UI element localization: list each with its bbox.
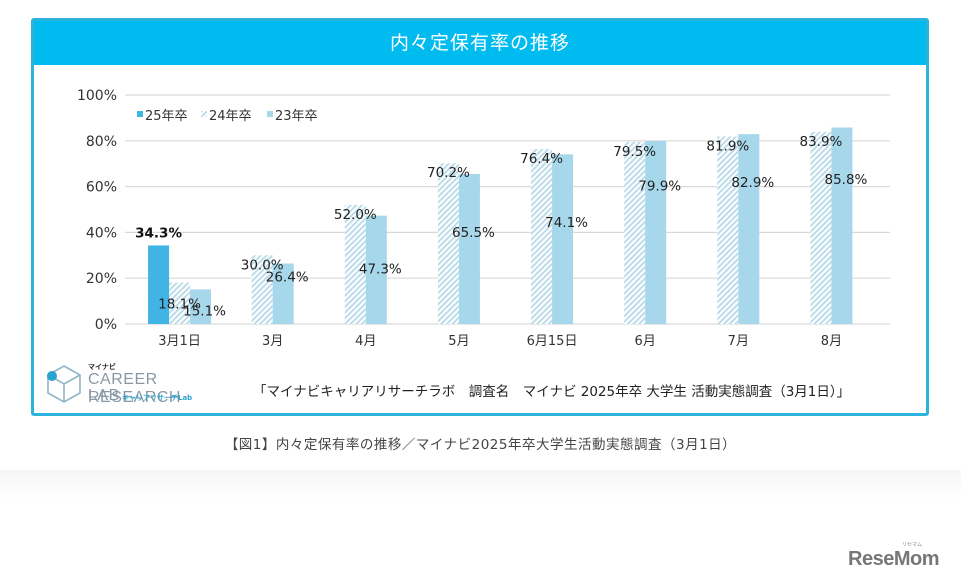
- data-label: 83.9%: [799, 134, 842, 150]
- legend-label: 23年卒: [275, 109, 318, 124]
- resemom-logo: ReseMom: [848, 548, 939, 570]
- data-label: 74.1%: [545, 215, 588, 231]
- y-axis-ticks: 0% 20% 40% 60% 80% 100%: [77, 88, 117, 333]
- data-label: 65.5%: [452, 225, 495, 241]
- chart-title: 内々定保有率の推移: [34, 21, 926, 65]
- data-label: 79.5%: [613, 144, 656, 160]
- x-category-label: 5月: [448, 334, 469, 349]
- data-label: 34.3%: [135, 225, 182, 241]
- figure-caption: 【図1】内々定保有率の推移／マイナビ2025年卒大学生活動実態調査（3月1日）: [224, 437, 737, 453]
- x-category-label: 3月1日: [158, 334, 201, 349]
- bar-24年卒-6月15日: [531, 149, 553, 324]
- bar-23年卒-5月: [458, 174, 480, 324]
- bar-24年卒-6月: [624, 141, 646, 324]
- data-label: 81.9%: [706, 138, 749, 154]
- bar-23年卒-3月1日: [190, 289, 212, 324]
- x-category-label: 4月: [355, 334, 376, 349]
- bar-24年卒-4月: [344, 204, 366, 324]
- bar-23年卒-4月: [365, 215, 387, 324]
- data-label: 26.4%: [266, 270, 309, 286]
- data-label: 30.0%: [241, 257, 284, 273]
- x-category-label: 7月: [728, 334, 749, 349]
- legend-swatch-23年卒: [267, 111, 273, 117]
- y-tick-label: 40%: [86, 225, 117, 241]
- gridlines: [125, 94, 890, 325]
- logo-line2: LAB: [88, 387, 120, 404]
- chart-frame: 内々定保有率の推移: [31, 18, 929, 416]
- data-label: 85.8%: [824, 172, 867, 188]
- y-tick-label: 20%: [86, 271, 117, 287]
- logo-mynavi: マイナビ: [88, 363, 116, 371]
- logo-line1: CAREER RESEARCH: [88, 371, 181, 406]
- bar-24年卒-5月: [437, 163, 459, 324]
- bar-24年卒-3月1日: [169, 282, 191, 324]
- x-category-label: 6月: [635, 334, 656, 349]
- data-label: 52.0%: [334, 207, 377, 223]
- data-label: 76.4%: [520, 151, 563, 167]
- bar-25年卒-3月1日: [148, 245, 170, 324]
- data-label: 82.9%: [731, 175, 774, 191]
- y-tick-label: 0%: [95, 317, 117, 333]
- legend-label: 24年卒: [209, 109, 252, 124]
- bar-23年卒-7月: [738, 134, 760, 324]
- x-axis-categories: 3月1日 3月 4月 5月 6月15日 6月 7月 8月: [158, 334, 842, 349]
- data-label: 15.1%: [183, 303, 226, 319]
- data-labels: 34.3% 18.1%15.1% 30.0%26.4% 52.0% 47.3% 70.2%…: [135, 134, 867, 320]
- bar-24年卒-7月: [717, 136, 739, 324]
- bars: [148, 127, 853, 324]
- bar-23年卒-8月: [831, 127, 853, 324]
- y-tick-label: 80%: [86, 134, 117, 150]
- legend-swatch-25年卒: [137, 111, 143, 117]
- bar-chart: 0%20%40%60%80%100% 34.3%18.1%15.1%30.0%2…: [77, 88, 890, 349]
- y-tick-label: 60%: [86, 180, 117, 196]
- bar-24年卒-8月: [810, 131, 832, 324]
- x-category-label: 8月: [821, 334, 842, 349]
- legend: 25年卒 24年卒 23年卒: [137, 109, 318, 124]
- data-label: 47.3%: [359, 262, 402, 278]
- footer-band: [0, 470, 961, 581]
- data-label: 70.2%: [427, 165, 470, 181]
- y-tick-label: 100%: [77, 88, 117, 104]
- resemom-kana: リセマム: [902, 542, 923, 548]
- data-label: 79.9%: [638, 179, 681, 195]
- legend-label: 25年卒: [145, 109, 188, 124]
- bar-23年卒-6月: [645, 141, 667, 324]
- logo-kana: キャリアリサーチLab: [122, 394, 193, 402]
- source-text: 「マイナビキャリアリサーチラボ 調査名 マイナビ 2025年卒 大学生 活動実態…: [253, 384, 851, 400]
- career-research-lab-logo: マイナビ CAREER RESEARCH LAB キャリアリサーチLab: [44, 360, 244, 410]
- logo-cube-icon: [47, 365, 81, 403]
- x-category-label: 3月: [262, 334, 283, 349]
- x-category-label: 6月15日: [527, 334, 578, 349]
- bar-23年卒-6月15日: [552, 154, 574, 324]
- bar-24年卒-3月: [251, 255, 273, 324]
- legend-swatch-24年卒: [201, 111, 207, 117]
- bar-23年卒-3月: [272, 263, 294, 324]
- data-label: 18.1%: [158, 297, 201, 313]
